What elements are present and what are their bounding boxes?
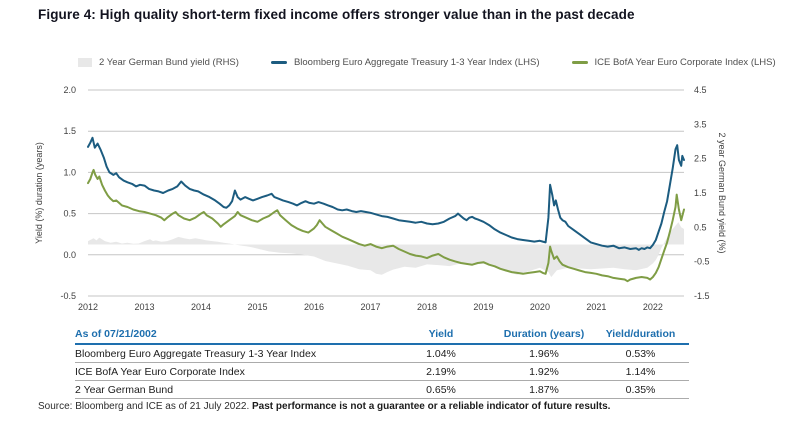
table-cell: 2.19% xyxy=(386,362,496,381)
legend-label: 2 Year German Bund yield (RHS) xyxy=(99,57,239,68)
x-axis-tick: 2019 xyxy=(473,302,493,312)
table-row: ICE BofA Year Euro Corporate Index 2.19% 1… xyxy=(75,362,689,381)
series-line xyxy=(87,136,685,251)
x-axis-tick: 2018 xyxy=(417,302,437,312)
table-cell: 1.04% xyxy=(386,344,496,363)
legend-area-swatch xyxy=(78,58,92,67)
table-header-row: As of 07/21/2002 Yield Duration (years) Yie… xyxy=(75,326,689,345)
y-axis-tick-right: 3.5 xyxy=(694,119,707,129)
legend-item: 2 Year German Bund yield (RHS) xyxy=(78,57,239,68)
y-axis-tick-left: -0.5 xyxy=(60,291,76,301)
figure-title: Figure 4: High quality short-term fixed … xyxy=(38,7,635,22)
table-cell: 0.65% xyxy=(386,380,496,399)
y-axis-tick-right: 4.5 xyxy=(694,85,707,95)
table-cell: 1.14% xyxy=(592,362,689,381)
x-axis-tick: 2016 xyxy=(304,302,324,312)
legend-line-swatch xyxy=(270,61,287,64)
legend-line-swatch xyxy=(571,61,588,64)
y-axis-tick-right: 1.5 xyxy=(694,188,707,198)
x-axis-tick: 2017 xyxy=(360,302,380,312)
summary-table-wrap: As of 07/21/2002 Yield Duration (years) Yie… xyxy=(75,326,689,399)
series-line xyxy=(87,168,685,283)
table-row: 2 Year German Bund 0.65% 1.87% 0.35% xyxy=(75,380,689,399)
y-axis-tick-left: 2.0 xyxy=(63,85,76,95)
summary-table: As of 07/21/2002 Yield Duration (years) Yie… xyxy=(75,326,689,399)
x-axis-tick: 2013 xyxy=(134,302,154,312)
legend-label: Bloomberg Euro Aggregate Treasury 1-3 Ye… xyxy=(293,57,540,68)
left-axis-title: Yield (%) duration (years) xyxy=(34,142,44,244)
table-row: Bloomberg Euro Aggregate Treasury 1-3 Ye… xyxy=(75,344,689,363)
table-cell: 0.53% xyxy=(592,344,689,363)
disclaimer-text: Past performance is not a guarantee or a… xyxy=(252,401,611,412)
right-axis-title: 2 year German Bund yield (%) xyxy=(717,132,727,253)
table-header-cell: As of 07/21/2002 xyxy=(75,326,386,345)
x-axis-tick: 2020 xyxy=(530,302,550,312)
y-axis-tick-right: 0.5 xyxy=(694,222,707,232)
chart-legend: 2 Year German Bund yield (RHS) Bloomberg … xyxy=(78,57,776,68)
y-axis-tick-left: 1.5 xyxy=(63,126,76,136)
y-axis-tick-right: -1.5 xyxy=(694,291,710,301)
source-note: Source: Bloomberg and ICE as of 21 July … xyxy=(38,401,610,412)
table-header-cell: Duration (years) xyxy=(496,326,592,345)
table-cell: 0.35% xyxy=(592,380,689,399)
table-cell: 1.96% xyxy=(496,344,592,363)
y-axis-tick-right: -0.5 xyxy=(694,257,710,267)
x-axis-tick: 2022 xyxy=(643,302,663,312)
x-axis-tick: 2021 xyxy=(586,302,606,312)
line-chart: 2.0 1.5 1.0 0.5 0.0 -0.5 4.5 3.5 2.5 1.5 0.5 -0.5 -1… xyxy=(34,85,727,312)
series-area-right xyxy=(88,222,684,278)
table-header-cell: Yield xyxy=(386,326,496,345)
legend-label: ICE BofA Year Euro Corporate Index (LHS) xyxy=(594,57,776,68)
table-cell: 2 Year German Bund xyxy=(75,380,386,399)
legend-item: Bloomberg Euro Aggregate Treasury 1-3 Ye… xyxy=(270,57,540,68)
x-axis-tick: 2012 xyxy=(78,302,98,312)
source-text: Source: Bloomberg and ICE as of 21 July … xyxy=(38,401,253,412)
y-axis-tick-left: 0.5 xyxy=(63,209,76,219)
table-cell: 1.87% xyxy=(496,380,592,399)
y-axis-tick-left: 0.0 xyxy=(63,250,76,260)
table-cell: Bloomberg Euro Aggregate Treasury 1-3 Ye… xyxy=(75,344,386,363)
table-header-cell: Yield/duration xyxy=(592,326,689,345)
y-axis-tick-right: 2.5 xyxy=(694,154,707,164)
table-cell: 1.92% xyxy=(496,362,592,381)
legend-item: ICE BofA Year Euro Corporate Index (LHS) xyxy=(571,57,776,68)
y-axis-tick-left: 1.0 xyxy=(63,167,76,177)
table-cell: ICE BofA Year Euro Corporate Index xyxy=(75,362,386,381)
x-axis-tick: 2015 xyxy=(247,302,267,312)
x-axis-tick: 2014 xyxy=(191,302,211,312)
